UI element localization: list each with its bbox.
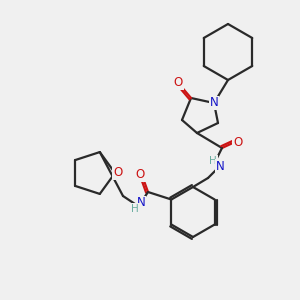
Text: O: O bbox=[135, 169, 145, 182]
Text: H: H bbox=[131, 204, 139, 214]
Text: N: N bbox=[216, 160, 224, 172]
Text: O: O bbox=[113, 167, 123, 179]
Text: O: O bbox=[173, 76, 183, 89]
Text: N: N bbox=[136, 196, 146, 209]
Text: O: O bbox=[233, 136, 243, 148]
Text: N: N bbox=[210, 97, 218, 110]
Text: H: H bbox=[209, 156, 217, 166]
